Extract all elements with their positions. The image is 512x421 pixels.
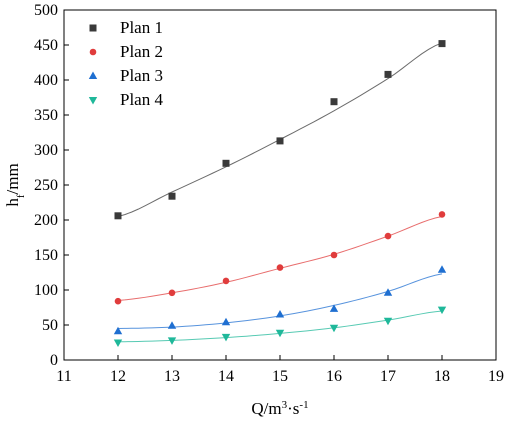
data-point-plan-1: [330, 98, 338, 106]
data-point-plan-2: [384, 232, 392, 240]
legend-marker-plan-4: [88, 97, 98, 105]
data-point-plan-4: [383, 317, 393, 326]
data-point-plan-1: [438, 40, 446, 48]
data-point-plan-4: [113, 339, 123, 347]
data-point-plan-4: [437, 306, 447, 315]
data-point-plan-2: [330, 251, 338, 259]
x-tick-label: 11: [56, 368, 71, 385]
fit-line-plan-1: [117, 42, 443, 217]
data-point-plan-1: [276, 137, 284, 145]
data-point-plan-3: [113, 326, 123, 335]
legend: Plan 1 Plan 2 Plan 3 Plan 4: [88, 18, 163, 109]
y-tick-label: 500: [34, 2, 58, 19]
y-tick-label: 250: [34, 177, 58, 194]
x-tick-label: 19: [488, 368, 504, 385]
x-tick-label: 13: [164, 368, 180, 385]
data-point-plan-2: [276, 264, 284, 271]
data-point-plan-3: [221, 317, 231, 326]
legend-marker-plan-1: [89, 24, 97, 32]
legend-label-plan-1: Plan 1: [120, 18, 163, 37]
x-tick-label: 18: [434, 368, 450, 385]
y-tick-label: 300: [34, 142, 58, 159]
y-tick-label: 400: [34, 72, 58, 89]
legend-label-plan-3: Plan 3: [120, 66, 163, 85]
y-tick-label: 0: [50, 352, 58, 369]
data-point-plan-1: [222, 159, 230, 167]
legend-marker-plan-3: [88, 71, 98, 79]
data-point-plan-3: [275, 310, 285, 318]
data-point-plan-4: [275, 329, 285, 338]
data-point-plan-2: [222, 277, 230, 285]
y-tick-label: 100: [34, 282, 58, 299]
legend-marker-plan-2: [89, 48, 97, 56]
data-point-plan-4: [221, 333, 231, 342]
x-tick-label: 12: [110, 368, 126, 385]
y-tick-label: 150: [34, 247, 58, 264]
data-point-plan-4: [329, 324, 339, 333]
x-tick-label: 15: [272, 368, 288, 385]
data-point-plan-1: [114, 212, 122, 220]
fit-lines: [117, 42, 443, 343]
data-point-plan-3: [383, 288, 393, 296]
data-points: [113, 40, 447, 347]
data-point-plan-1: [384, 70, 392, 78]
x-tick-label: 16: [326, 368, 342, 385]
data-point-plan-4: [167, 337, 177, 345]
x-axis-label: Q/m3·s-1: [251, 399, 308, 418]
y-tick-label: 450: [34, 37, 58, 54]
plot-frame: [63, 9, 497, 361]
y-axis-label: hf/mm: [3, 163, 27, 206]
fit-line-plan-3: [117, 273, 443, 329]
y-tick-label: 50: [42, 317, 58, 334]
data-point-plan-3: [437, 265, 447, 273]
legend-label-plan-2: Plan 2: [120, 42, 163, 61]
data-point-plan-3: [167, 321, 177, 329]
data-point-plan-1: [168, 192, 176, 200]
data-point-plan-2: [114, 297, 122, 305]
y-tick-label: 350: [34, 107, 58, 124]
data-point-plan-2: [438, 211, 446, 218]
data-point-plan-2: [168, 289, 176, 297]
fit-line-plan-2: [117, 216, 443, 301]
data-point-plan-3: [329, 304, 339, 312]
axis-ticks: 11 12 13 14 15 16 17 18 19 0 50 100 150 200 250 300 350 4…: [34, 2, 504, 385]
x-tick-label: 17: [380, 368, 396, 385]
legend-label-plan-4: Plan 4: [120, 90, 163, 109]
x-tick-label: 14: [218, 368, 234, 385]
y-tick-label: 200: [34, 212, 58, 229]
